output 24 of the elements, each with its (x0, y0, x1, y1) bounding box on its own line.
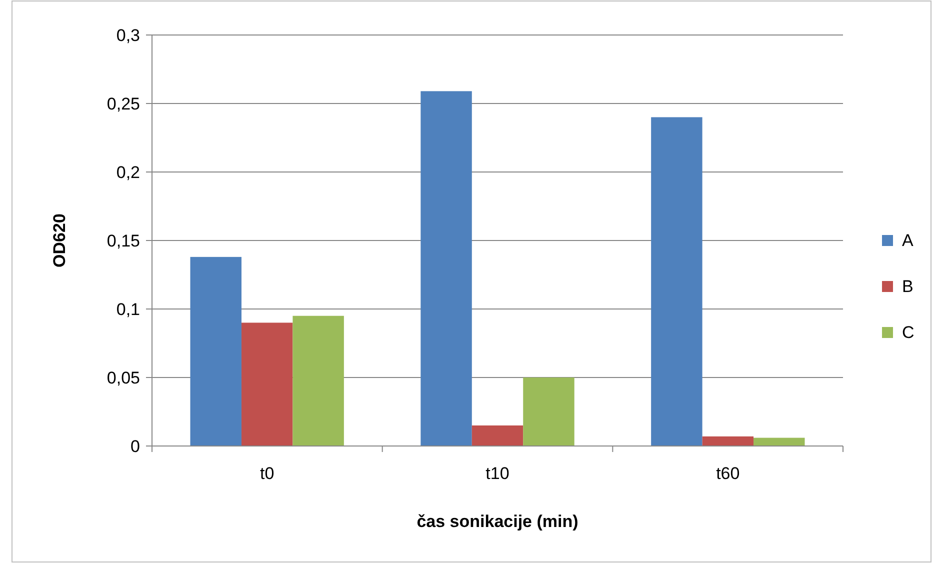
y-tick-label: 0 (130, 436, 140, 456)
x-tick-label: t10 (486, 464, 510, 483)
y-tick-label: 0,3 (116, 26, 140, 45)
y-tick-label: 0,15 (106, 231, 140, 250)
x-axis-title: čas sonikacije (min) (416, 512, 578, 531)
bar (472, 425, 524, 446)
x-tick-label: t0 (260, 464, 274, 483)
legend-label: A (902, 230, 914, 250)
y-tick-label: 0,2 (116, 162, 140, 182)
bar (292, 316, 344, 446)
y-tick-label: 0,1 (116, 300, 140, 319)
legend-label: C (902, 322, 914, 342)
bar (241, 322, 293, 446)
x-tick-label: t60 (716, 464, 740, 483)
y-tick-label: 0,05 (106, 368, 140, 388)
bar (754, 438, 805, 446)
bar (190, 256, 242, 446)
y-axis-title: OD620 (50, 214, 69, 268)
bar (651, 117, 702, 446)
legend-label: B (902, 276, 914, 296)
bar (420, 91, 472, 446)
y-tick-label: 0,25 (106, 94, 140, 114)
bar (702, 436, 754, 446)
bar (523, 378, 574, 446)
